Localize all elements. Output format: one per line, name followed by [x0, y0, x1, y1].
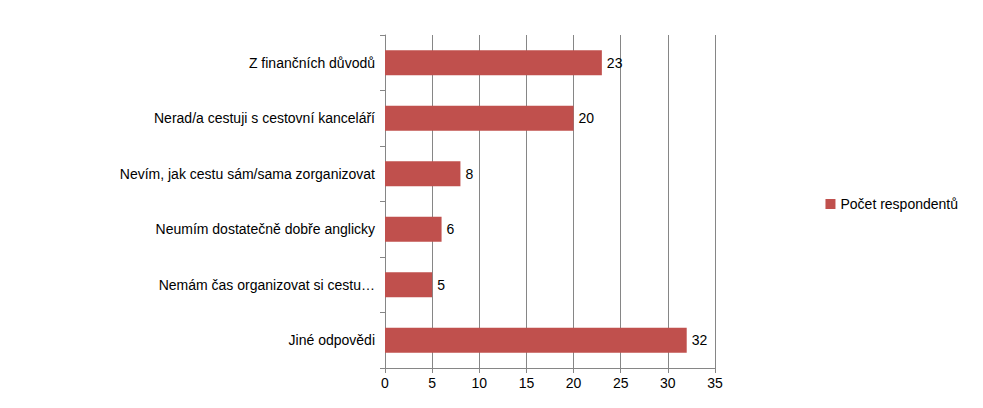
svg-text:15: 15 — [519, 375, 535, 391]
svg-text:20: 20 — [579, 110, 595, 126]
svg-text:Neumím dostatečně dobře anglic: Neumím dostatečně dobře anglicky — [156, 221, 375, 237]
svg-text:5: 5 — [437, 277, 445, 293]
svg-text:6: 6 — [447, 221, 455, 237]
svg-text:30: 30 — [660, 375, 676, 391]
svg-text:5: 5 — [428, 375, 436, 391]
svg-text:Nerad/a cestuji s cestovní kan: Nerad/a cestuji s cestovní kanceláří — [154, 110, 375, 126]
svg-text:10: 10 — [471, 375, 487, 391]
svg-text:23: 23 — [607, 55, 623, 71]
svg-text:Jiné odpovědi: Jiné odpovědi — [289, 332, 375, 348]
svg-text:0: 0 — [381, 375, 389, 391]
svg-text:25: 25 — [613, 375, 629, 391]
svg-text:8: 8 — [465, 166, 473, 182]
svg-text:Z finančních důvodů: Z finančních důvodů — [249, 55, 375, 71]
svg-text:Nemám čas organizovat si cestu: Nemám čas organizovat si cestu… — [159, 277, 375, 293]
svg-text:20: 20 — [566, 375, 582, 391]
svg-text:32: 32 — [692, 332, 708, 348]
svg-text:Počet respondentů: Počet respondentů — [840, 196, 958, 212]
svg-text:Nevím, jak cestu sám/sama zorg: Nevím, jak cestu sám/sama zorganizovat — [120, 166, 375, 182]
svg-text:35: 35 — [707, 375, 723, 391]
